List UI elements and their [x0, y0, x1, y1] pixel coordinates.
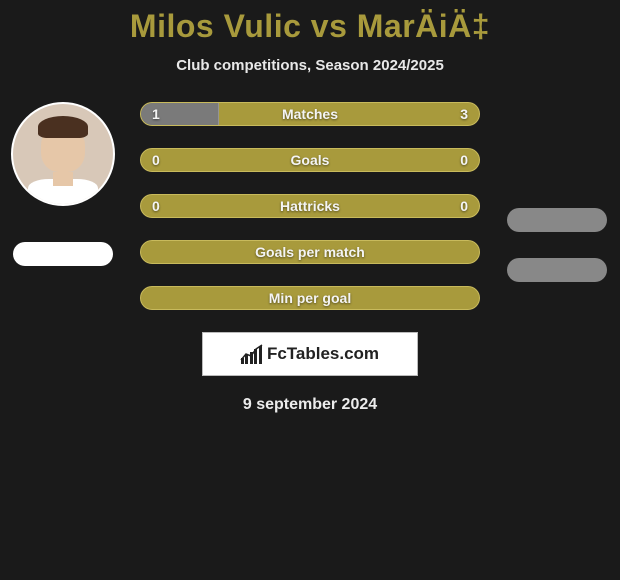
player-right-name-plate — [507, 208, 607, 232]
comparison-card: Milos Vulic vs MarÄiÄ‡ Club competitions… — [0, 0, 620, 414]
stat-value-left: 1 — [152, 106, 160, 122]
stat-label: Hattricks — [280, 198, 340, 214]
stat-row-goals: 0 Goals 0 — [140, 148, 480, 172]
fctables-logo[interactable]: FcTables.com — [202, 332, 418, 376]
player-left-avatar — [11, 102, 115, 206]
stat-row-matches: 1 Matches 3 — [140, 102, 480, 126]
stat-label: Matches — [282, 106, 338, 122]
stat-value-left: 0 — [152, 198, 160, 214]
stat-value-left: 0 — [152, 152, 160, 168]
page-title: Milos Vulic vs MarÄiÄ‡ — [0, 8, 620, 45]
stat-value-right: 3 — [460, 106, 468, 122]
player-right-avatar — [505, 102, 609, 206]
fctables-logo-text: FcTables.com — [267, 344, 379, 364]
avatar-neck — [53, 172, 73, 186]
subtitle: Club competitions, Season 2024/2025 — [0, 57, 620, 74]
player-left-name-plate — [13, 242, 113, 266]
stats-column: 1 Matches 3 0 Goals 0 0 Hattricks 0 Goal… — [140, 102, 480, 310]
chart-icon — [241, 344, 263, 364]
stat-label: Goals per match — [255, 244, 365, 260]
stat-label: Goals — [291, 152, 330, 168]
stat-row-hattricks: 0 Hattricks 0 — [140, 194, 480, 218]
date-label: 9 september 2024 — [0, 396, 620, 414]
player-right-badge — [507, 258, 607, 282]
player-right-column — [502, 102, 612, 282]
stat-row-goals-per-match: Goals per match — [140, 240, 480, 264]
avatar-hair — [38, 116, 88, 138]
stat-label: Min per goal — [269, 290, 351, 306]
stat-value-right: 0 — [460, 152, 468, 168]
stat-value-right: 0 — [460, 198, 468, 214]
player-left-column — [8, 102, 118, 266]
comparison-grid: 1 Matches 3 0 Goals 0 0 Hattricks 0 Goal… — [0, 102, 620, 310]
stat-row-min-per-goal: Min per goal — [140, 286, 480, 310]
